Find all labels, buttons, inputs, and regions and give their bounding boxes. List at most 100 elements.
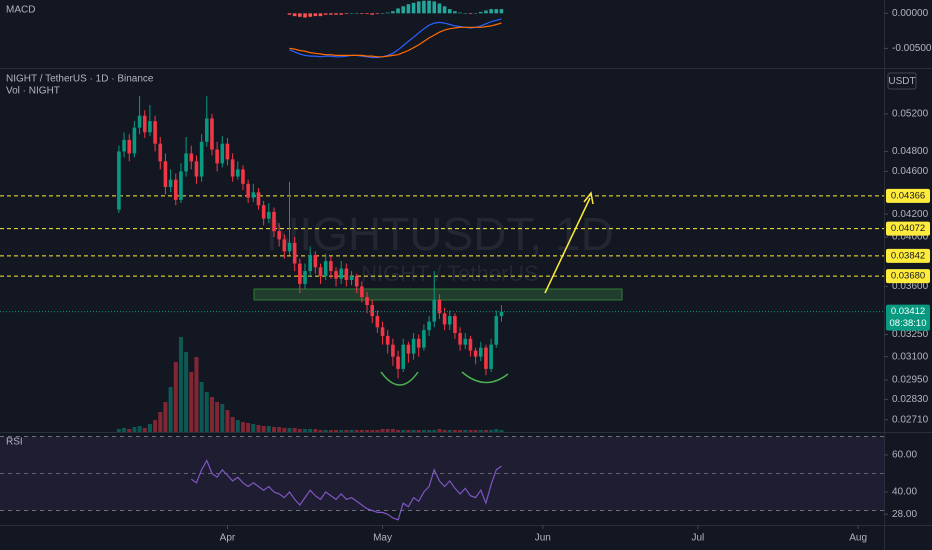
candle-body <box>375 316 380 328</box>
macd-histogram-bar <box>287 13 292 15</box>
x-tick-label: May <box>373 533 392 544</box>
volume-bar <box>173 362 178 432</box>
candle-body <box>380 327 385 336</box>
candle-body <box>406 344 411 354</box>
candle-body <box>391 344 395 357</box>
volume-bar <box>416 430 421 432</box>
watermark-subtitle: NIGHT / TetherUS <box>361 261 539 286</box>
candle-body <box>411 338 416 354</box>
macd-histogram-bar <box>298 13 302 17</box>
macd-histogram-bar <box>478 11 483 14</box>
volume-bar <box>432 430 437 432</box>
candle-body <box>246 183 250 198</box>
candle-body <box>323 261 328 277</box>
volume-bar <box>266 426 271 432</box>
macd-tick-label: 0.00000 <box>892 8 929 19</box>
candle-body <box>303 271 307 284</box>
currency[interactable]: USDT <box>888 76 915 87</box>
volume-bar <box>122 428 127 432</box>
volume-bar <box>447 430 452 432</box>
volume-bar <box>261 426 266 432</box>
macd-histogram-bar <box>416 1 421 14</box>
volume-bar <box>168 387 173 432</box>
candle-body <box>225 143 230 160</box>
macd-histogram-bar <box>468 13 473 15</box>
volume-bar <box>271 427 276 432</box>
volume-bar <box>473 430 478 432</box>
candle-body <box>344 268 349 280</box>
candle-body <box>173 179 178 200</box>
level-label: 0.03680 <box>891 271 925 282</box>
macd-histogram-bar <box>370 13 375 15</box>
macd-histogram-bar <box>375 13 380 15</box>
candle-body <box>256 192 261 206</box>
candle-body <box>349 276 354 280</box>
rsi-title: RSI <box>6 437 23 448</box>
volume-bar <box>318 430 323 432</box>
level-label: 0.03842 <box>891 250 925 261</box>
candle-body <box>282 239 287 252</box>
volume-bar <box>478 430 483 432</box>
candle-body <box>179 171 183 200</box>
candle-body <box>473 350 478 357</box>
volume-bar <box>396 430 401 432</box>
y-tick-label: 0.02710 <box>892 414 929 425</box>
volume-bar <box>251 424 256 432</box>
candle-body <box>204 118 209 142</box>
volume-bar <box>184 352 189 432</box>
volume-bar <box>163 402 168 432</box>
candle-body <box>318 267 323 277</box>
rsi-tick-label: 28.00 <box>892 509 917 520</box>
volume-bar <box>442 430 447 432</box>
candle-body <box>365 297 369 306</box>
macd-histogram-bar <box>473 13 478 14</box>
macd-histogram-bar <box>339 13 343 15</box>
macd-histogram-bar <box>323 13 328 15</box>
macd-histogram-bar <box>453 11 457 14</box>
volume-bar <box>349 430 354 432</box>
volume-bar <box>204 392 209 432</box>
candle-body <box>458 333 462 345</box>
volume-bar <box>189 372 194 432</box>
volume-bar <box>354 430 359 432</box>
volume-bar <box>209 397 214 432</box>
candle-body <box>230 159 235 177</box>
countdown: 08:38:10 <box>890 318 927 329</box>
y-tick-label: 0.02830 <box>892 394 929 405</box>
candle-body <box>189 153 194 162</box>
candle-body <box>127 139 132 154</box>
candle-body <box>447 316 452 325</box>
support-zone <box>253 288 623 301</box>
candle-body <box>432 299 437 322</box>
macd-histogram-bar <box>442 6 447 14</box>
rsi-tick-label: 40.00 <box>892 487 917 498</box>
volume-bar <box>370 430 375 432</box>
candle-body <box>261 205 266 219</box>
candle-body <box>329 261 333 272</box>
volume-bar <box>483 430 488 432</box>
level-label-bg <box>886 188 930 203</box>
volume-bar <box>489 430 494 432</box>
candle-body <box>168 179 173 187</box>
volume-bar <box>390 429 395 432</box>
volume-bar <box>468 430 473 432</box>
volume-bar <box>297 429 302 432</box>
volume-bar <box>292 428 297 432</box>
candle-body <box>142 115 147 133</box>
candle-body <box>468 338 473 351</box>
currency-box[interactable] <box>887 72 917 90</box>
macd-histogram-bar <box>360 13 364 15</box>
bottom-arc <box>380 371 419 386</box>
volume-bar <box>142 428 147 432</box>
candle-body <box>484 347 488 369</box>
macd-histogram-bar <box>499 9 504 14</box>
macd-histogram-bar <box>401 6 406 14</box>
candle-body <box>427 321 431 331</box>
rsi-tick-label: 60.00 <box>892 450 917 461</box>
y-tick-label: 0.04200 <box>892 209 929 220</box>
volume-bar <box>230 417 235 432</box>
candle-body <box>416 338 421 348</box>
volume-bar <box>215 402 220 432</box>
candle-body <box>277 231 281 240</box>
